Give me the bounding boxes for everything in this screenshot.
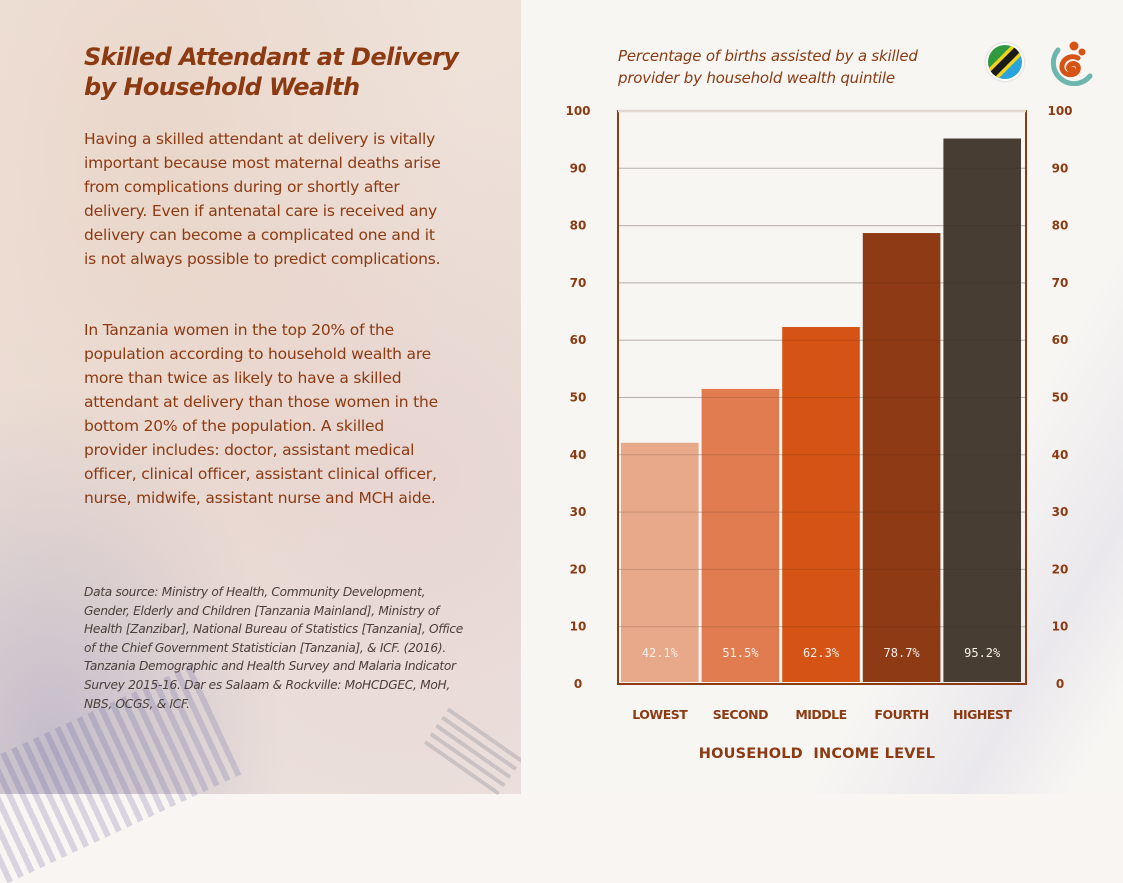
y-tick-label-left: 40 [570,448,587,462]
title-line: by Household Wealth [84,73,360,101]
bar-highest [943,138,1021,682]
y-tick-label-left: 50 [570,391,587,405]
y-tick-label-left: 0 [574,677,582,691]
chart-title-line: Percentage of births assisted by a skill… [618,47,918,65]
x-category-label: FOURTH [874,707,928,722]
intro-paragraph: Having a skilled attendant at delivery i… [84,130,441,268]
bar-value-label: 42.1% [642,646,679,660]
y-tick-label-right: 0 [1056,677,1064,691]
bar-value-label: 78.7% [884,646,921,660]
y-tick-label-left: 60 [570,333,587,347]
y-tick-label-right: 20 [1052,562,1069,576]
bar-value-label: 62.3% [803,646,840,660]
y-tick-label-right: 30 [1052,505,1069,519]
bar-middle [782,327,860,682]
x-category-label: SECOND [713,707,768,722]
title-line: Skilled Attendant at Delivery [84,43,459,71]
page-title: Skilled Attendant at Delivery by Househo… [84,42,504,102]
y-tick-label-right: 100 [1047,104,1072,118]
y-tick-label-left: 30 [570,505,587,519]
y-tick-label-left: 100 [565,104,590,118]
bar-value-label: 95.2% [964,646,1001,660]
detail-paragraph: In Tanzania women in the top 20% of the … [84,321,438,507]
x-axis-title: HOUSEHOLD INCOME LEVEL [699,746,935,762]
x-category-label: LOWEST [632,707,688,722]
tanzania-flag-icon [986,43,1024,81]
y-tick-label-left: 20 [570,562,587,576]
data-source-citation: Data source: Ministry of Health, Communi… [84,585,463,711]
y-tick-label-right: 90 [1052,161,1069,175]
chart-title: Percentage of births assisted by a skill… [618,45,958,89]
bar-fourth [862,233,941,682]
y-tick-label-right: 60 [1052,333,1069,347]
y-tick-label-left: 70 [570,276,587,290]
y-tick-label-left: 80 [570,219,587,233]
y-tick-label-right: 80 [1052,219,1069,233]
chart-title-line: provider by household wealth quintile [618,69,895,87]
y-tick-label-left: 10 [570,620,587,634]
y-tick-label-right: 40 [1052,448,1069,462]
y-tick-label-left: 90 [570,161,587,175]
bar-lowest [621,442,699,682]
y-tick-label-right: 70 [1052,276,1069,290]
organization-logo-icon [1046,40,1096,87]
x-category-label: MIDDLE [795,707,846,722]
bar-value-label: 51.5% [722,646,759,660]
bar-chart: 0 0 10 10 20 20 30 30 40 40 50 50 60 60 70 70 80 80 90 90 10… [565,104,1072,762]
bar-second [701,388,780,682]
text-panel [0,0,527,883]
x-category-label: HIGHEST [953,707,1012,722]
y-tick-label-right: 50 [1052,391,1069,405]
y-tick-label-right: 10 [1052,620,1069,634]
